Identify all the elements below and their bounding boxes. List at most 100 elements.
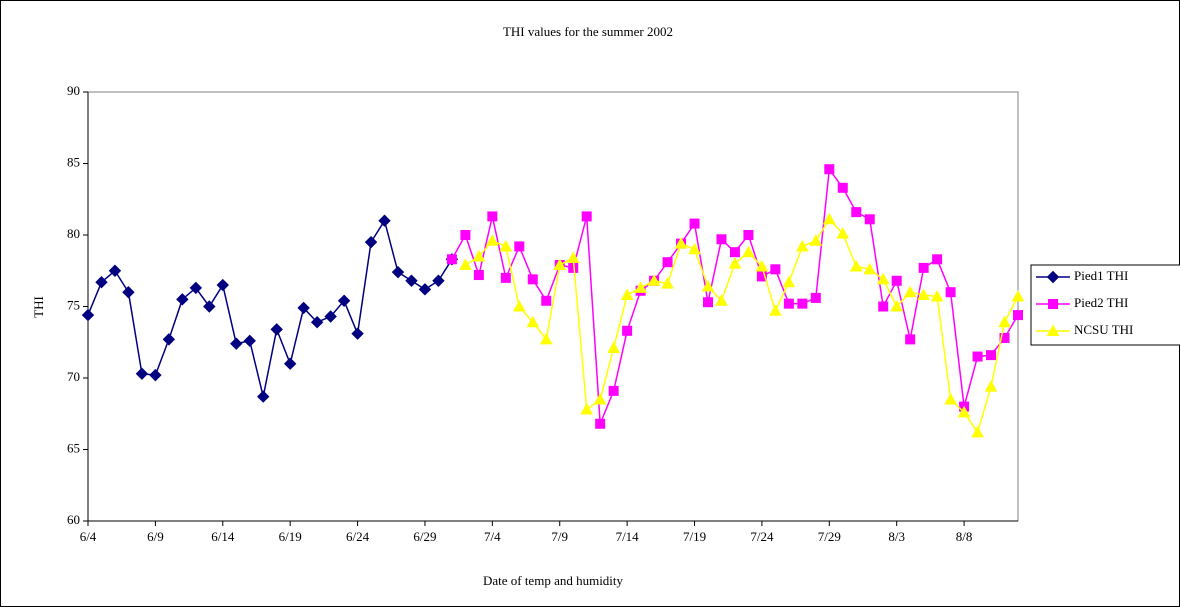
data-point xyxy=(878,301,889,312)
data-point xyxy=(95,275,108,289)
data-point xyxy=(930,289,944,302)
y-tick-label: 90 xyxy=(67,83,80,98)
x-tick-label: 7/14 xyxy=(616,529,640,544)
data-point xyxy=(541,295,552,306)
y-axis-title: THI xyxy=(31,296,46,318)
data-point xyxy=(607,341,620,353)
data-point xyxy=(297,301,310,315)
data-point xyxy=(553,258,567,271)
data-point xyxy=(849,259,863,272)
legend-label: Pied1 THI xyxy=(1074,268,1128,283)
data-point xyxy=(122,285,135,299)
x-tick-label: 6/14 xyxy=(211,529,235,544)
data-point xyxy=(999,332,1010,343)
data-point xyxy=(729,247,740,258)
data-point xyxy=(189,281,203,295)
data-point xyxy=(903,285,917,298)
data-point xyxy=(756,271,767,282)
legend-marker xyxy=(1046,324,1060,336)
data-point xyxy=(822,212,836,225)
data-point xyxy=(620,288,634,301)
data-point xyxy=(432,274,445,287)
data-point xyxy=(824,164,835,175)
data-point xyxy=(728,257,742,269)
data-point xyxy=(688,242,701,255)
y-tick-label: 85 xyxy=(67,154,80,169)
data-point xyxy=(378,214,391,227)
data-point xyxy=(890,299,904,312)
x-tick-label: 6/19 xyxy=(279,529,302,544)
data-point xyxy=(162,333,176,346)
legend-label: Pied2 THI xyxy=(1074,295,1128,310)
data-point xyxy=(701,279,715,292)
data-point xyxy=(891,275,902,286)
legend-label: NCSU THI xyxy=(1074,322,1133,337)
data-point xyxy=(230,337,243,350)
data-point xyxy=(486,234,499,246)
data-point xyxy=(351,327,364,340)
data-point xyxy=(539,332,553,345)
y-tick-label: 80 xyxy=(67,226,80,241)
x-axis-title: Date of temp and humidity xyxy=(483,573,624,588)
data-point xyxy=(674,237,688,249)
data-point xyxy=(864,214,875,225)
data-point xyxy=(418,283,432,296)
series-line xyxy=(87,218,453,397)
data-point xyxy=(634,281,647,293)
chart-title: THI values for the summer 2002 xyxy=(503,24,673,39)
data-point xyxy=(514,241,525,252)
legend-marker xyxy=(1048,299,1058,309)
data-point xyxy=(176,293,189,306)
x-tick-label: 6/24 xyxy=(346,529,370,544)
data-point xyxy=(689,218,700,229)
x-tick-label: 7/29 xyxy=(818,529,841,544)
data-point xyxy=(1013,310,1023,321)
x-tick-label: 7/19 xyxy=(683,529,706,544)
plot-area xyxy=(87,91,1019,522)
data-point xyxy=(783,298,794,309)
data-point xyxy=(526,315,540,328)
data-point xyxy=(769,304,782,316)
data-point xyxy=(135,367,149,380)
data-point xyxy=(986,350,997,361)
data-point xyxy=(391,265,405,279)
data-point xyxy=(797,298,808,309)
data-point xyxy=(487,211,498,222)
data-point xyxy=(755,259,769,272)
data-point xyxy=(851,207,862,218)
data-point xyxy=(283,357,297,370)
data-point xyxy=(472,249,486,262)
data-point xyxy=(512,299,526,312)
legend-marker xyxy=(1046,270,1060,284)
data-point xyxy=(837,182,848,193)
data-point xyxy=(216,278,229,292)
data-point xyxy=(310,316,324,329)
data-point xyxy=(149,368,162,382)
data-point xyxy=(405,274,418,287)
data-point xyxy=(984,380,998,392)
data-point xyxy=(662,257,673,268)
data-point xyxy=(1011,289,1025,302)
data-point xyxy=(527,274,538,285)
data-point xyxy=(622,325,633,336)
data-point xyxy=(243,334,256,348)
data-point xyxy=(81,308,95,322)
data-point xyxy=(459,258,472,271)
x-tick-label: 7/24 xyxy=(750,529,774,544)
data-point xyxy=(972,351,983,362)
data-point xyxy=(593,392,607,405)
x-tick-label: 6/9 xyxy=(147,529,164,544)
data-point xyxy=(446,254,457,265)
data-point xyxy=(580,402,594,415)
data-point xyxy=(473,270,484,281)
y-tick-label: 75 xyxy=(67,297,80,312)
x-tick-label: 6/29 xyxy=(413,529,436,544)
x-tick-label: 8/8 xyxy=(956,529,973,544)
data-point xyxy=(944,392,957,405)
data-point xyxy=(918,262,929,273)
data-point xyxy=(257,390,270,403)
x-tick-label: 8/3 xyxy=(888,529,905,544)
data-point xyxy=(836,227,850,239)
data-point xyxy=(581,211,592,222)
data-point xyxy=(809,234,823,246)
